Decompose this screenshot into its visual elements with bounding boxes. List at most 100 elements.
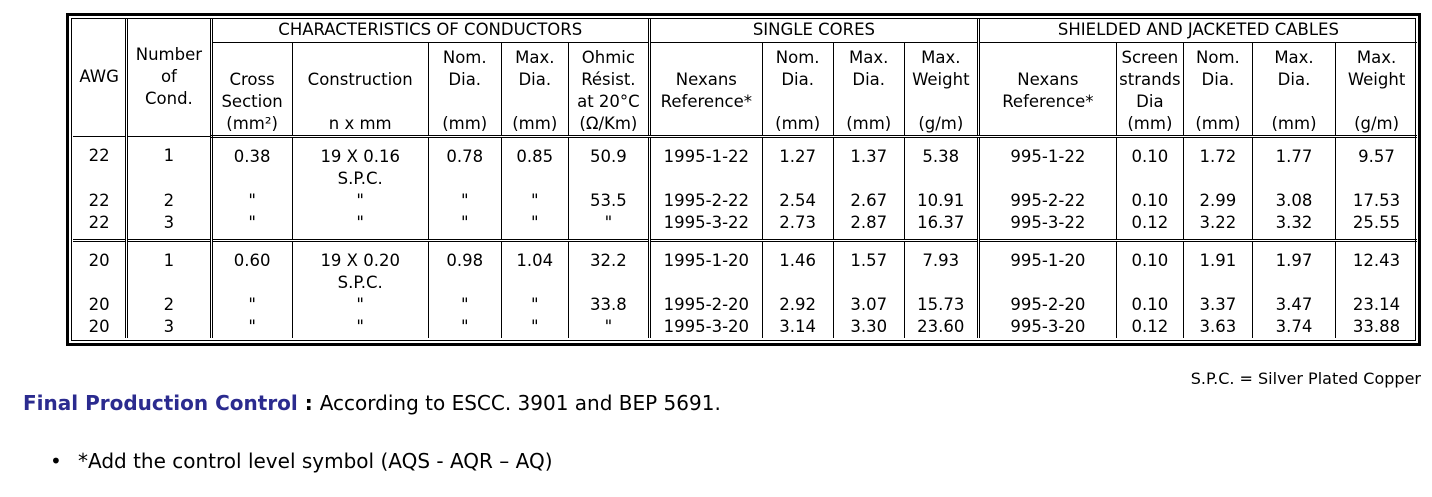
- cell-shield-max-dia: 1.77: [1251, 136, 1336, 190]
- cell-nexans-ref-single: 1995-3-20: [648, 316, 763, 338]
- cell-shield-max-dia: 3.74: [1251, 316, 1336, 338]
- cell-awg: 22: [73, 137, 127, 191]
- h-nx2-1: Nexans: [1017, 70, 1079, 89]
- final-production-control: Final Production Control : According to …: [23, 391, 721, 415]
- cell-text: 0.60: [233, 251, 271, 270]
- cell-single-max-dia: 2.87: [832, 212, 905, 234]
- h-scr-1: Screen: [1121, 48, 1179, 67]
- h-shwt-1: Max.: [1356, 48, 1397, 67]
- cell-text: 995-3-20: [1010, 317, 1086, 336]
- cell-awg: 20: [73, 294, 127, 316]
- cell-text: 53.5: [590, 191, 627, 210]
- cell-text: 20: [88, 295, 110, 314]
- h-cons-2: n x mm: [328, 114, 392, 133]
- h-scwt-1: Max.: [921, 48, 961, 67]
- h-shnom-2: Dia.: [1201, 70, 1235, 89]
- h-nx1-2: Reference*: [660, 92, 752, 111]
- cell-text: 9.57: [1358, 147, 1395, 166]
- col-construction: Construction n x mm: [291, 42, 429, 138]
- h-nom-2: Dia.: [448, 70, 482, 89]
- col-number: Number of Cond.: [125, 18, 212, 137]
- table-row: 20 1 0.60 19 X 0.20 S.P.C. 0.98 1.04 32.2 1995-1…: [73, 239, 1417, 294]
- cell-awg: 22: [73, 212, 127, 234]
- cell-text: 1.57: [850, 251, 888, 270]
- cell-text: 3.47: [1275, 295, 1313, 314]
- cell-nexans-ref-single: 1995-1-20: [648, 239, 763, 294]
- cell-text: ": [356, 191, 364, 210]
- cell-text: 0.10: [1131, 251, 1169, 270]
- cell-ohmic: ": [567, 316, 650, 338]
- cell-single-max-dia: 1.57: [832, 239, 905, 294]
- cell-text-sub: S.P.C.: [337, 273, 383, 292]
- cell-text: 2.54: [779, 191, 817, 210]
- cell-text: ": [460, 191, 469, 210]
- cell-single-max-dia: 3.07: [832, 294, 905, 316]
- cell-text: 16.37: [917, 213, 965, 232]
- spacer-cell: [903, 234, 979, 241]
- table-body: 22 1 0.38 19 X 0.16 S.P.C. 0.78 0.85 50.9 1995-1…: [73, 136, 1417, 338]
- col-sc-nom: Nom. Dia. (mm): [761, 42, 834, 138]
- cell-nexans-ref-single: 1995-2-22: [648, 190, 763, 212]
- cell-nom-dia: 0.98: [427, 239, 502, 294]
- cell-text: 3.37: [1199, 295, 1237, 314]
- cell-text: 20: [88, 317, 110, 336]
- cell-screen-dia: 0.10: [1115, 239, 1184, 294]
- spacer-cell: [1251, 234, 1336, 241]
- h-scr-3: Dia: [1136, 92, 1164, 111]
- cell-number: 3: [125, 316, 212, 338]
- col-max-dia: Max. Dia. (mm): [500, 42, 569, 138]
- cell-text: 2: [163, 295, 175, 314]
- h-scwt-3: (g/m): [918, 114, 964, 133]
- cell-number: 1: [125, 239, 212, 294]
- cell-text: ": [248, 213, 256, 232]
- col-nexans-single: Nexans Reference*: [648, 42, 763, 138]
- cell-nom-dia: ": [427, 212, 502, 234]
- cell-text: 995-3-22: [1010, 213, 1086, 232]
- cell-number: 1: [125, 136, 212, 190]
- cell-text: 1: [163, 251, 175, 270]
- table-row: 20 3 " " " " " 1995-3-20 3.14 3.30 23.60 995-3-20 0.…: [73, 316, 1417, 338]
- cell-text: 995-1-22: [1010, 147, 1086, 166]
- cell-text: 1.37: [850, 147, 888, 166]
- cell-text: 33.8: [590, 295, 627, 314]
- cell-number: 3: [125, 212, 212, 234]
- h-scmax-3: (mm): [846, 114, 892, 133]
- cell-max-dia: ": [500, 294, 569, 316]
- cell-text: 1995-2-20: [663, 295, 750, 314]
- cell-single-weight: 5.38: [903, 136, 979, 190]
- cell-text: ": [530, 191, 539, 210]
- h-shmax-3: (mm): [1271, 114, 1317, 133]
- h-nom-1: Nom.: [442, 48, 487, 67]
- cell-text: 22: [88, 146, 110, 165]
- cell-text: ": [356, 317, 364, 336]
- h-cross-3: (mm²): [226, 114, 278, 133]
- h-scmax-2: Dia.: [852, 70, 886, 89]
- h-nom-3: (mm): [442, 114, 488, 133]
- row-spacer: [73, 234, 1417, 241]
- cell-screen-dia: 0.10: [1115, 294, 1184, 316]
- cell-text: 2.92: [779, 295, 817, 314]
- cell-text: 22: [88, 191, 110, 210]
- cell-text: 0.85: [516, 147, 554, 166]
- cell-text: 1995-3-20: [663, 317, 750, 336]
- cell-text: 1.77: [1275, 147, 1313, 166]
- h-max-1: Max.: [515, 48, 555, 67]
- cell-single-nom-dia: 1.46: [761, 239, 834, 294]
- cell-nom-dia: ": [427, 316, 502, 338]
- col-sc-max: Max. Dia. (mm): [832, 42, 905, 138]
- cell-text: 3.22: [1199, 213, 1237, 232]
- cell-single-nom-dia: 2.73: [761, 212, 834, 234]
- group-single-cores: SINGLE CORES: [648, 18, 979, 43]
- col-cross-section: Cross Section (mm²): [209, 42, 293, 138]
- cell-text: 3.30: [850, 317, 888, 336]
- cell-max-dia: ": [500, 190, 569, 212]
- cell-number: 2: [125, 190, 212, 212]
- cell-shield-max-dia: 1.97: [1251, 239, 1336, 294]
- cell-text: 0.10: [1131, 147, 1169, 166]
- h-shmax-1: Max.: [1274, 48, 1314, 67]
- cell-construction: ": [291, 212, 429, 234]
- cell-text: 2.67: [850, 191, 888, 210]
- cell-cross-section: ": [209, 294, 293, 316]
- cell-cross-section: ": [209, 212, 293, 234]
- spacer-cell: [125, 234, 212, 241]
